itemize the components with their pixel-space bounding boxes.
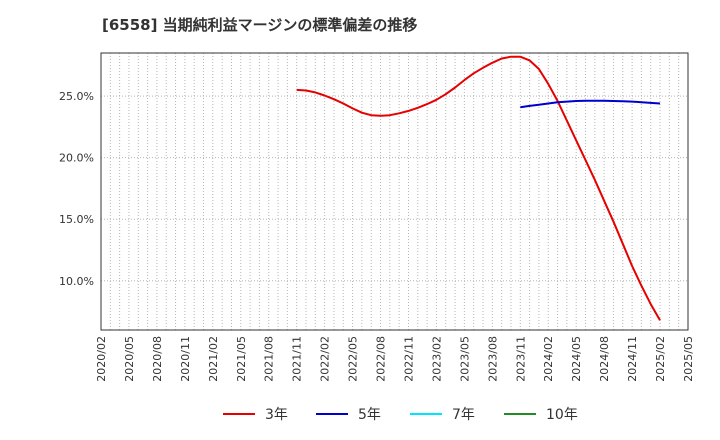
x-tick-label: 2020/08 (151, 336, 164, 382)
legend-label-3: 10年 (546, 407, 578, 423)
x-axis-ticks: 2020/02 2020/05 2020/08 2020/11 2021/02 2021/… (95, 336, 695, 382)
x-tick-label: 2020/11 (179, 336, 192, 382)
y-tick-label: 15.0% (59, 213, 94, 226)
y-tick-label: 10.0% (59, 275, 94, 288)
x-tick-label: 2024/05 (570, 336, 583, 382)
x-tick-label: 2020/02 (95, 336, 108, 382)
x-tick-label: 2025/05 (682, 336, 695, 382)
x-tick-label: 2023/05 (458, 336, 471, 382)
x-tick-label: 2024/08 (598, 336, 611, 382)
y-tick-label: 20.0% (59, 152, 94, 165)
series-line-0 (296, 55, 661, 321)
x-tick-label: 2024/02 (542, 336, 555, 382)
plot-frame (100, 52, 689, 331)
x-tick-label: 2023/08 (486, 336, 499, 382)
legend-label-0: 3年 (265, 407, 288, 423)
legend-label-1: 5年 (358, 407, 381, 423)
grid-layer (101, 53, 688, 330)
x-tick-label: 2022/02 (319, 336, 332, 382)
x-tick-label: 2023/11 (514, 336, 527, 382)
x-tick-label: 2022/11 (402, 336, 415, 382)
x-tick-label: 2022/05 (347, 336, 360, 382)
y-tick-label: 25.0% (59, 90, 94, 103)
legend-label-2: 7年 (452, 407, 475, 423)
x-tick-label: 2025/02 (654, 336, 667, 382)
x-tick-label: 2024/11 (626, 336, 639, 382)
series-line-1 (520, 99, 661, 109)
x-tick-label: 2021/05 (235, 336, 248, 382)
y-axis-ticks: 10.0% 15.0% 20.0% 25.0% (59, 90, 94, 288)
x-tick-label: 2022/08 (375, 336, 388, 382)
chart-title: [6558] 当期純利益マージンの標準偏差の推移 (102, 16, 418, 34)
legend: 3年 5年 7年 10年 (223, 407, 578, 423)
x-tick-label: 2020/05 (123, 336, 136, 382)
series-layer (296, 55, 661, 321)
x-tick-label: 2021/11 (291, 336, 304, 382)
x-tick-label: 2021/08 (263, 336, 276, 382)
x-tick-label: 2023/02 (430, 336, 443, 382)
x-tick-label: 2021/02 (207, 336, 220, 382)
